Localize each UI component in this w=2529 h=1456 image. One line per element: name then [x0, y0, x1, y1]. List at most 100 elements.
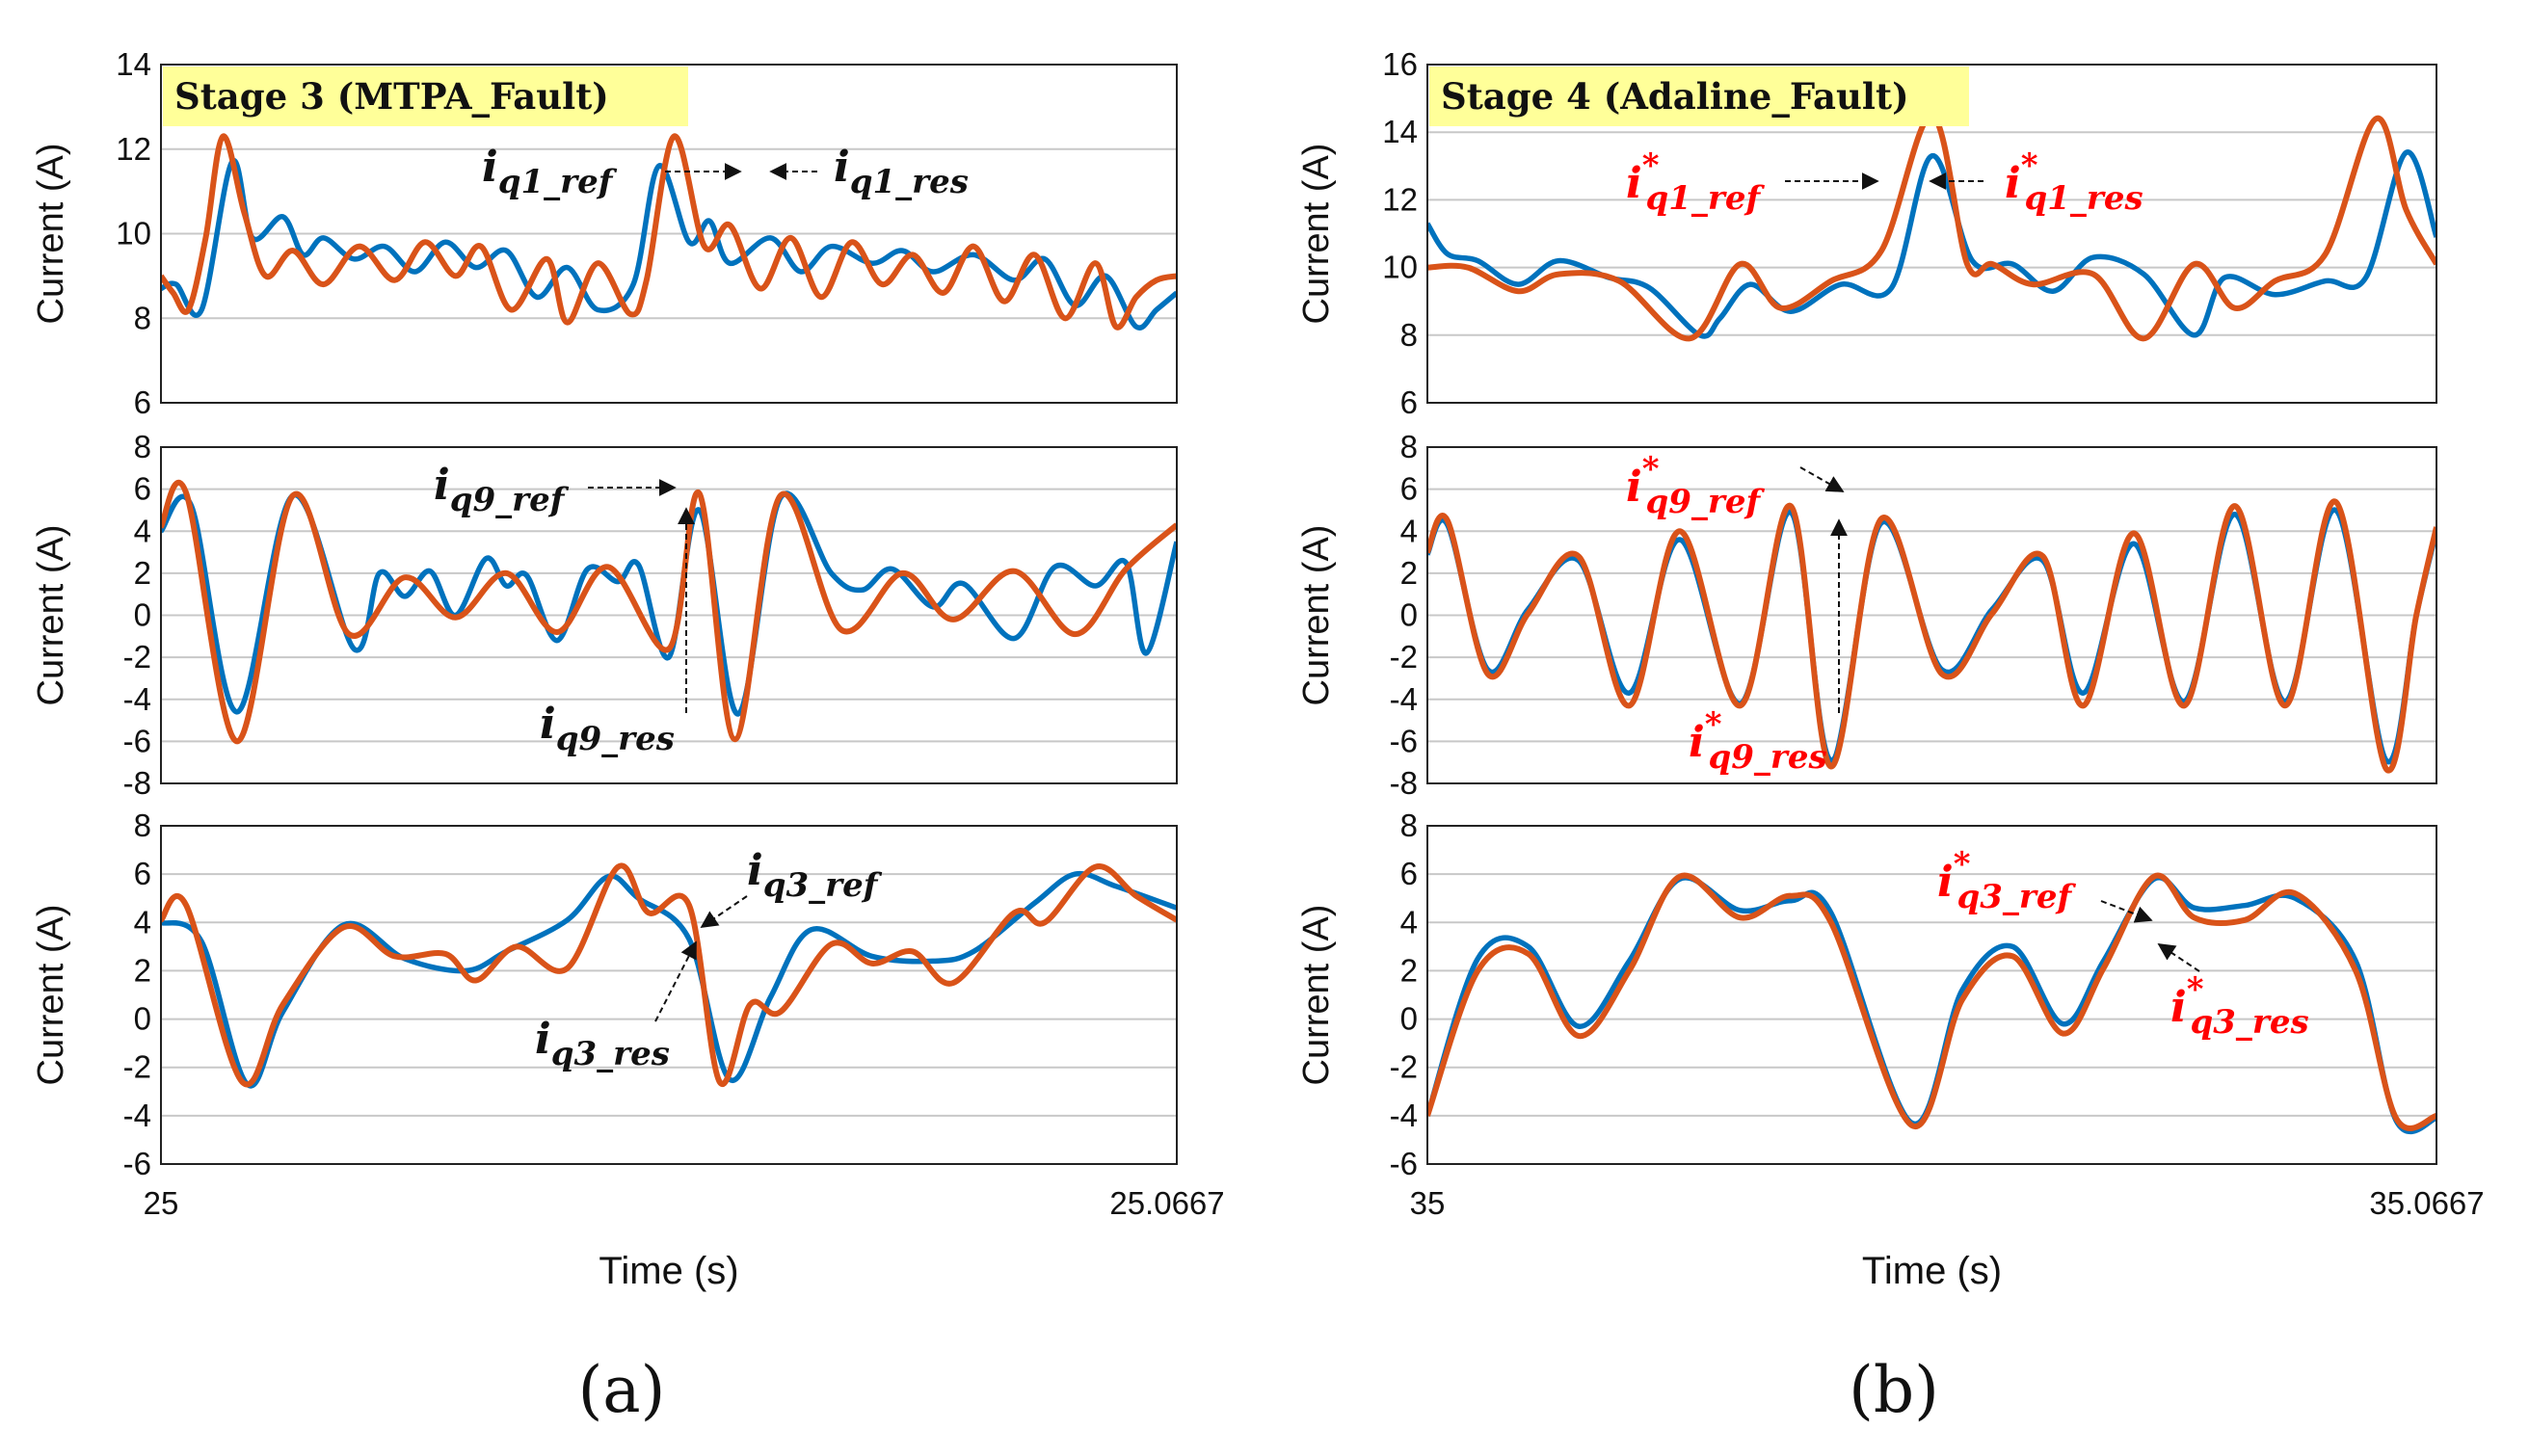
y-tick-label: -2: [1390, 639, 1418, 675]
y-tick-label: 6: [134, 471, 151, 507]
y-tick-label: 0: [134, 1001, 151, 1037]
stage-label: Stage 4 (Adaline_Fault): [1441, 75, 1909, 118]
axes-frame: [1426, 446, 2437, 784]
y-tick-label: 2: [1400, 555, 1418, 591]
series-i*_q9_ref: [1427, 498, 2436, 774]
annotation-q9_ref: i* q9_ref: [1626, 450, 1765, 521]
panel-b-subplot-3: -6 -4 -2 0 2 4 6 8 Current (A) i* q3_ref i* q3_res: [1296, 807, 2437, 1181]
y-tick-label: -4: [1390, 681, 1418, 717]
y-tick-label: -6: [1390, 723, 1418, 758]
y-tick-label: 12: [116, 131, 151, 167]
annotation-q1_ref: i* q1_ref: [1626, 146, 1765, 218]
panel-a-subplot-3: -6 -4 -2 0 2 4 6 8 Current (A) iq3_ref iq3_res: [31, 807, 1178, 1181]
x-tick-label-start: 25: [144, 1185, 179, 1221]
y-tick-label: 8: [134, 807, 151, 843]
y-tick-label: 6: [1400, 384, 1418, 420]
y-tick-label: 8: [134, 429, 151, 464]
y-tick-label: -6: [1390, 1146, 1418, 1181]
y-tick-label: 2: [134, 555, 151, 591]
y-axis-label: Current (A): [31, 144, 71, 325]
panel-b-subplot-2: -8 -6 -4 -2 0 2 4 6 8 Current (A) i* q9_ref i* q9_res: [1296, 429, 2437, 801]
y-axis-label: Current (A): [1296, 144, 1337, 325]
y-tick-label: 0: [1400, 597, 1418, 633]
y-tick-label: 6: [1400, 856, 1418, 891]
panel-a-subplot-1: 6 8 10 12 14 Current (A) iq1_ref iq1_res: [31, 46, 1178, 420]
panel-b-subplot-1: 6 8 10 12 14 16 Current (A) i* q1_ref i* q1_res: [1296, 46, 2437, 420]
y-tick-label: 8: [1400, 429, 1418, 464]
axes-frame: [160, 64, 1178, 404]
panel-b-caption: (b): [1849, 1353, 1939, 1427]
series-i*_q1_ref: [1427, 112, 2436, 342]
y-tick-label: -2: [123, 1049, 151, 1085]
x-axis-title: Time (s): [599, 1250, 738, 1292]
series-i*_q1_res: [1427, 149, 2436, 339]
y-tick-label: 14: [1382, 114, 1418, 149]
y-tick-label: 16: [1382, 46, 1418, 82]
axes-frame: [1426, 825, 2437, 1165]
y-tick-label: 12: [1382, 181, 1418, 217]
series-i_q1_res: [161, 157, 1177, 331]
annotation-q1_res: iq1_res: [834, 143, 969, 201]
y-tick-label: 8: [134, 300, 151, 335]
y-axis-label: Current (A): [1296, 525, 1337, 706]
y-tick-label: 10: [1382, 250, 1418, 285]
series-i_q9_res: [161, 490, 1177, 717]
annotation-arrow: [1799, 466, 1845, 492]
y-axis-label: Current (A): [1296, 905, 1337, 1086]
series-i*_q3_ref: [1427, 872, 2436, 1131]
panel-a-subplot-2: -8 -6 -4 -2 0 2 4 6 8 Current (A) iq9_ref iq9_res: [31, 429, 1178, 801]
axes-frame: [1426, 64, 2437, 404]
y-tick-label: -6: [123, 723, 151, 758]
y-tick-label: 4: [1400, 904, 1418, 940]
y-tick-label: -2: [1390, 1049, 1418, 1085]
y-tick-label: 10: [116, 216, 151, 251]
y-tick-label: -6: [123, 1146, 151, 1181]
y-tick-label: 8: [1400, 807, 1418, 843]
y-tick-label: -4: [1390, 1098, 1418, 1133]
stage-label: Stage 3 (MTPA_Fault): [174, 75, 609, 118]
panel-a-caption: (a): [578, 1353, 666, 1427]
x-tick-label-end: 25.0667: [1109, 1185, 1224, 1221]
stage-label-bg: [163, 66, 688, 126]
y-tick-label: 6: [134, 856, 151, 891]
annotation-q3_res: i* q3_res: [2170, 970, 2309, 1042]
y-tick-label: -4: [123, 681, 151, 717]
annotation-arrow: [654, 940, 697, 1022]
annotation-arrow: [2157, 943, 2200, 972]
annotation-q3_res: iq3_res: [535, 1015, 670, 1073]
annotation-q3_ref: i* q3_ref: [1937, 845, 2076, 916]
annotation-q1_ref: iq1_ref: [482, 143, 618, 201]
annotation-q1_res: i* q1_res: [2005, 146, 2143, 218]
y-axis-label: Current (A): [31, 525, 71, 706]
annotation-q9_ref: iq9_ref: [434, 461, 570, 519]
axes-frame: [160, 446, 1178, 784]
y-tick-label: 2: [1400, 952, 1418, 988]
series-i_q1_ref: [161, 133, 1177, 331]
x-tick-label-start: 35: [1410, 1185, 1446, 1221]
x-tick-label-end: 35.0667: [2369, 1185, 2484, 1221]
y-axis-label: Current (A): [31, 905, 71, 1086]
axes-frame: [160, 825, 1178, 1165]
y-tick-label: -8: [1390, 765, 1418, 801]
y-tick-label: -8: [123, 765, 151, 801]
y-tick-label: 6: [134, 384, 151, 420]
y-tick-label: 2: [134, 952, 151, 988]
y-tick-label: 4: [1400, 513, 1418, 548]
series-i_q9_ref: [161, 480, 1177, 745]
annotation-q9_res: i* q9_res: [1689, 705, 1827, 777]
y-tick-label: -4: [123, 1098, 151, 1133]
stage-label-bg: [1429, 66, 1969, 126]
annotation-q3_ref: iq3_ref: [747, 846, 883, 905]
y-tick-label: 4: [134, 513, 151, 548]
y-tick-label: 6: [1400, 471, 1418, 507]
x-axis-title: Time (s): [1862, 1250, 2002, 1292]
y-tick-label: 4: [134, 904, 151, 940]
y-tick-label: 0: [1400, 1001, 1418, 1037]
annotation-q9_res: iq9_res: [540, 700, 675, 758]
y-tick-label: 0: [134, 597, 151, 633]
series-i_q3_ref: [161, 862, 1177, 1088]
y-tick-label: 8: [1400, 317, 1418, 353]
